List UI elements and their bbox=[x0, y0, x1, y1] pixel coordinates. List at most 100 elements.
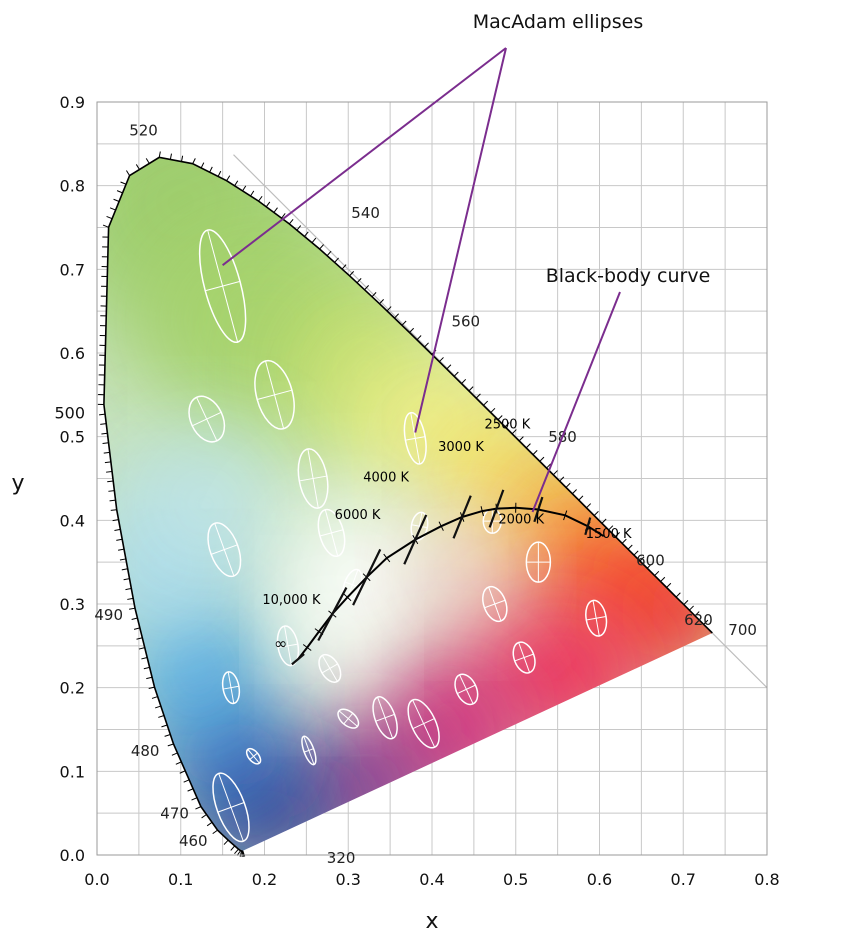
y-tick-label: 0.0 bbox=[60, 846, 85, 865]
locus-tick bbox=[675, 592, 681, 598]
callouts: MacAdam ellipses Black-body curve bbox=[222, 11, 710, 513]
y-tick-label: 0.5 bbox=[60, 428, 85, 447]
locus-tick bbox=[304, 231, 309, 237]
locus-tick bbox=[195, 806, 202, 810]
locus-tick bbox=[281, 213, 286, 219]
macadam-ellipse-axis bbox=[338, 710, 358, 727]
y-tick-label: 0.1 bbox=[60, 762, 85, 781]
locus-tick bbox=[552, 470, 558, 476]
locus-tick bbox=[109, 207, 116, 211]
locus-tick bbox=[154, 705, 162, 709]
wavelength-label: 620 bbox=[684, 611, 713, 629]
y-tick-label: 0.4 bbox=[60, 511, 85, 530]
y-tick-label: 0.3 bbox=[60, 595, 85, 614]
locus-tick bbox=[212, 829, 218, 835]
locus-tick bbox=[683, 599, 689, 605]
isotherm-line bbox=[403, 514, 428, 565]
y-tick-label: 0.8 bbox=[60, 177, 85, 196]
locus-tick bbox=[601, 518, 607, 524]
locus-tick bbox=[187, 788, 194, 792]
macadam-ellipse bbox=[525, 541, 552, 583]
macadam-ellipse-axis bbox=[488, 586, 502, 622]
macadam-ellipse-axis bbox=[405, 436, 426, 441]
callout-line bbox=[222, 47, 507, 266]
locus-tick bbox=[578, 495, 584, 501]
macadam-ellipse bbox=[276, 625, 300, 667]
wavelength-label: 600 bbox=[636, 551, 665, 569]
locus-tick bbox=[242, 850, 245, 857]
wavelength-label: 320 bbox=[327, 849, 356, 867]
locus-tick bbox=[141, 657, 148, 660]
isotherm-line bbox=[452, 495, 472, 539]
macadam-ellipses bbox=[188, 229, 608, 843]
locus-tick bbox=[593, 510, 599, 516]
wavelength-label: 470 bbox=[160, 805, 189, 823]
macadam-ellipse-outline bbox=[407, 698, 440, 749]
locus-tick bbox=[217, 170, 222, 177]
y-tick-label: 0.9 bbox=[60, 93, 85, 112]
x-axis-title: x bbox=[425, 909, 438, 934]
locus-tick bbox=[107, 480, 114, 483]
locus-tick bbox=[201, 814, 207, 819]
locus-tick bbox=[539, 456, 545, 462]
macadam-ellipse-axis bbox=[459, 674, 474, 705]
locus-tick bbox=[666, 582, 672, 588]
locus-tick bbox=[99, 413, 106, 416]
locus-tick bbox=[135, 164, 140, 170]
macadam-ellipse bbox=[188, 395, 226, 443]
locus-tick bbox=[143, 666, 150, 670]
locus-tick bbox=[200, 162, 205, 169]
macadam-ellipse-axis bbox=[223, 685, 239, 690]
locus-tick bbox=[453, 371, 459, 377]
locus-tick bbox=[183, 779, 190, 783]
macadam-ellipse-axis bbox=[412, 699, 436, 748]
locus-tick bbox=[145, 158, 150, 164]
locus-tick bbox=[364, 285, 370, 291]
wavelength-ticks bbox=[97, 151, 709, 857]
locus-tick bbox=[226, 175, 231, 181]
locus-tick bbox=[242, 185, 247, 192]
y-tick-label: 0.7 bbox=[60, 260, 85, 279]
locus-tick bbox=[119, 558, 126, 561]
macadam-ellipse bbox=[512, 641, 536, 674]
locus-tick bbox=[689, 605, 694, 611]
isotherm-label: ∞ bbox=[274, 634, 287, 653]
locus-tick bbox=[120, 181, 127, 185]
y-tick-label: 0.2 bbox=[60, 679, 85, 698]
locus-tick bbox=[146, 676, 153, 680]
locus-tick bbox=[171, 752, 178, 756]
macadam-ellipse-axis bbox=[257, 389, 293, 400]
macadam-ellipse bbox=[301, 735, 317, 766]
locus-tick bbox=[416, 335, 422, 341]
locus-tick bbox=[296, 225, 302, 231]
locus-tick bbox=[133, 627, 141, 630]
macadam-ellipse-axis bbox=[210, 544, 238, 555]
locus-tick bbox=[633, 550, 639, 556]
isotherm-label: 6000 K bbox=[335, 508, 381, 523]
locus-tick bbox=[615, 532, 620, 538]
locus-tick bbox=[136, 637, 143, 640]
gamut-color-blob bbox=[415, 520, 516, 621]
locus-tick bbox=[511, 429, 517, 435]
locus-tick bbox=[621, 538, 627, 544]
locus-tick bbox=[108, 490, 115, 492]
wavelength-label: 520 bbox=[129, 121, 158, 139]
locus-tick bbox=[234, 848, 239, 855]
locus-tick bbox=[158, 715, 165, 718]
locus-tick bbox=[175, 761, 182, 765]
locus-tick bbox=[109, 499, 116, 502]
macadam-ellipse-axis bbox=[249, 752, 258, 760]
locus-tick bbox=[326, 250, 332, 257]
locus-tick bbox=[169, 153, 172, 160]
locus-tick bbox=[532, 450, 538, 455]
locus-tick bbox=[525, 443, 531, 449]
locus-tick bbox=[639, 556, 645, 562]
macadam-ellipse-axis bbox=[377, 696, 394, 739]
x-tick-label: 0.3 bbox=[336, 870, 361, 889]
locus-tick bbox=[608, 525, 614, 531]
locus-tick bbox=[125, 587, 132, 591]
locus-tick bbox=[546, 463, 552, 469]
isotherm-label: 4000 K bbox=[363, 471, 409, 486]
locus-tick bbox=[475, 393, 481, 399]
locus-tick bbox=[438, 357, 444, 363]
